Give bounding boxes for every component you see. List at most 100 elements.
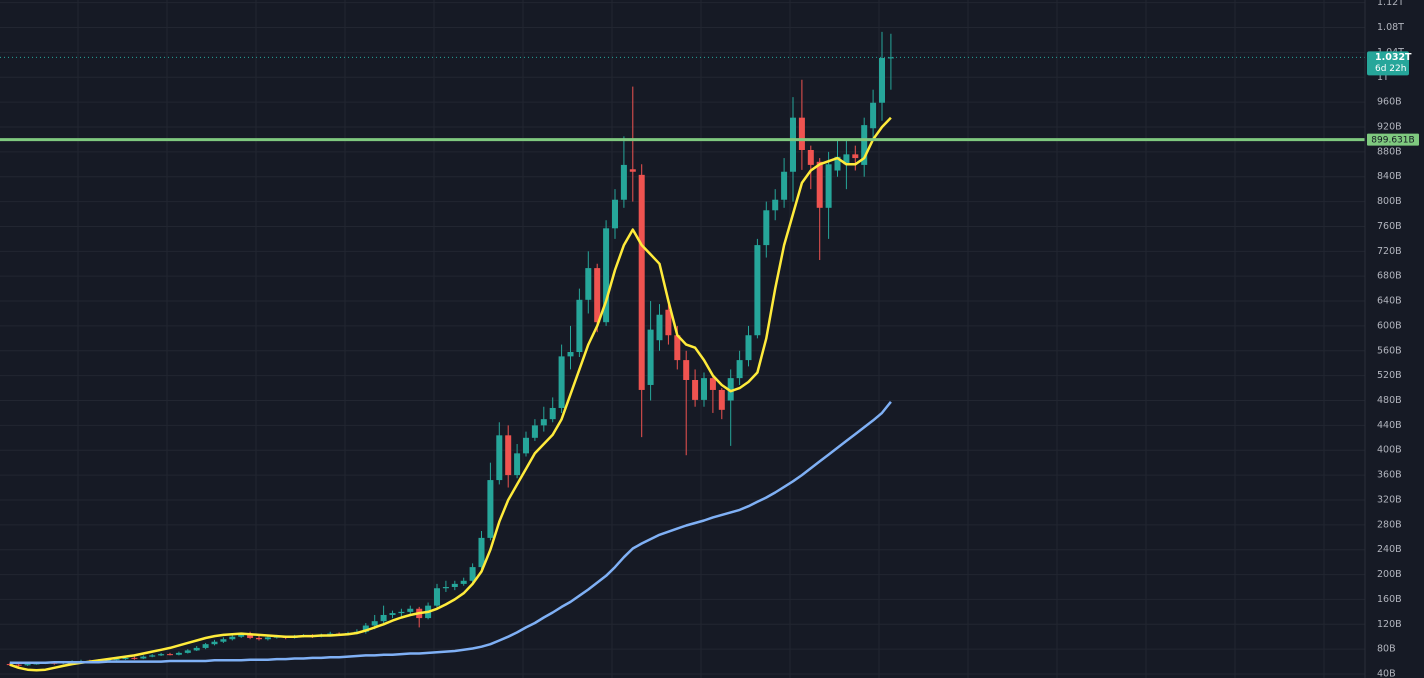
price-axis: 40B 80B 120B 160B 200B 240B 280B 320B 360B 400B 44… [1377, 0, 1404, 678]
candle-body [861, 125, 868, 165]
candle-body [434, 588, 440, 606]
candle-body [140, 656, 147, 659]
candle-body [870, 102, 877, 129]
candle-body [398, 611, 405, 614]
y-tick-label: 800B [1377, 196, 1402, 207]
candle-body [24, 664, 31, 666]
grid [0, 0, 1365, 678]
candle-body [371, 621, 378, 626]
y-tick-label: 600B [1377, 320, 1402, 331]
y-tick-label: 680B [1377, 271, 1402, 282]
candle-body [220, 639, 227, 642]
moving-average-line [9, 401, 892, 665]
y-tick-label: 360B [1377, 470, 1402, 481]
y-tick-label: 560B [1377, 345, 1402, 356]
last-price-tag [1367, 51, 1409, 76]
candle-body [603, 228, 610, 323]
y-tick-label: 240B [1377, 544, 1402, 555]
candle-body [407, 608, 414, 612]
candle-body [709, 378, 716, 390]
candle-body [540, 419, 547, 426]
candle-body [825, 164, 832, 208]
candle-body [816, 161, 823, 208]
y-tick-label: 160B [1377, 594, 1402, 605]
candle-body [478, 537, 485, 568]
candle-body [718, 389, 725, 410]
y-tick-label: 200B [1377, 569, 1402, 580]
candle-body [184, 650, 191, 653]
y-tick-label: 840B [1377, 171, 1402, 182]
plot [0, 31, 1365, 672]
candle-body [558, 356, 565, 408]
candle-body [585, 268, 592, 300]
y-tick-label: 640B [1377, 296, 1402, 307]
candle-body [852, 154, 859, 159]
candle-body [576, 299, 583, 353]
y-tick-label: 520B [1377, 370, 1402, 381]
y-tick-label: 400B [1377, 445, 1402, 456]
candle-body [629, 169, 636, 172]
candle-body [754, 245, 761, 336]
candle-body [674, 335, 681, 361]
y-tick-label: 320B [1377, 494, 1402, 505]
candle-body [389, 613, 396, 615]
candle-body [247, 634, 254, 638]
candle-body [380, 614, 387, 622]
y-tick-label: 1.08T [1377, 22, 1404, 33]
level-tag [1367, 133, 1419, 146]
candle-body [15, 664, 22, 666]
y-tick-label: 440B [1377, 420, 1402, 431]
last-price-label: 1.032T [1375, 52, 1412, 63]
candle-body [211, 641, 218, 645]
candle-body [505, 435, 512, 476]
candle-body [638, 174, 645, 390]
candle-body [834, 156, 841, 171]
candle-body [736, 360, 743, 379]
candle-body [264, 637, 271, 640]
y-tick-label: 960B [1377, 97, 1402, 108]
candle-body [175, 652, 182, 655]
candle-body [149, 655, 156, 657]
candle-body [665, 309, 672, 336]
y-tick-label: 480B [1377, 395, 1402, 406]
candle-body [158, 654, 165, 656]
candle-body [238, 634, 245, 637]
y-tick-label: 1T [1377, 72, 1389, 83]
candle-body [798, 117, 805, 150]
candle-body [692, 379, 699, 400]
y-tick-label: 120B [1377, 619, 1402, 630]
candle-body [567, 352, 574, 357]
candle-body [683, 360, 690, 380]
y-tick-label: 40B [1377, 669, 1396, 678]
candle-body [202, 644, 209, 648]
candle-body [193, 647, 200, 651]
candle-body [496, 435, 503, 481]
candle-body [362, 625, 369, 632]
candle-body [229, 636, 236, 640]
candle-body [620, 164, 627, 200]
candle-body [6, 664, 13, 666]
y-tick-label: 760B [1377, 221, 1402, 232]
candle-body [549, 407, 556, 420]
y-tick-label: 720B [1377, 246, 1402, 257]
level-tag-label: 899.631B [1371, 136, 1414, 146]
candle-body [790, 117, 796, 172]
candle-body [647, 329, 654, 385]
candle-body [843, 154, 850, 165]
candle-body [256, 637, 262, 640]
moving-average-line [9, 116, 892, 672]
candle-body [887, 57, 894, 59]
candle-body [327, 633, 334, 635]
candle-body [727, 378, 734, 401]
candle-body [442, 586, 449, 589]
y-tick-label: 920B [1377, 121, 1402, 132]
candle-body [469, 567, 476, 581]
candle-body [487, 480, 494, 538]
candle-body [594, 268, 601, 323]
candle-body [612, 199, 618, 229]
candle-body [131, 657, 138, 659]
candle-body [656, 314, 663, 341]
